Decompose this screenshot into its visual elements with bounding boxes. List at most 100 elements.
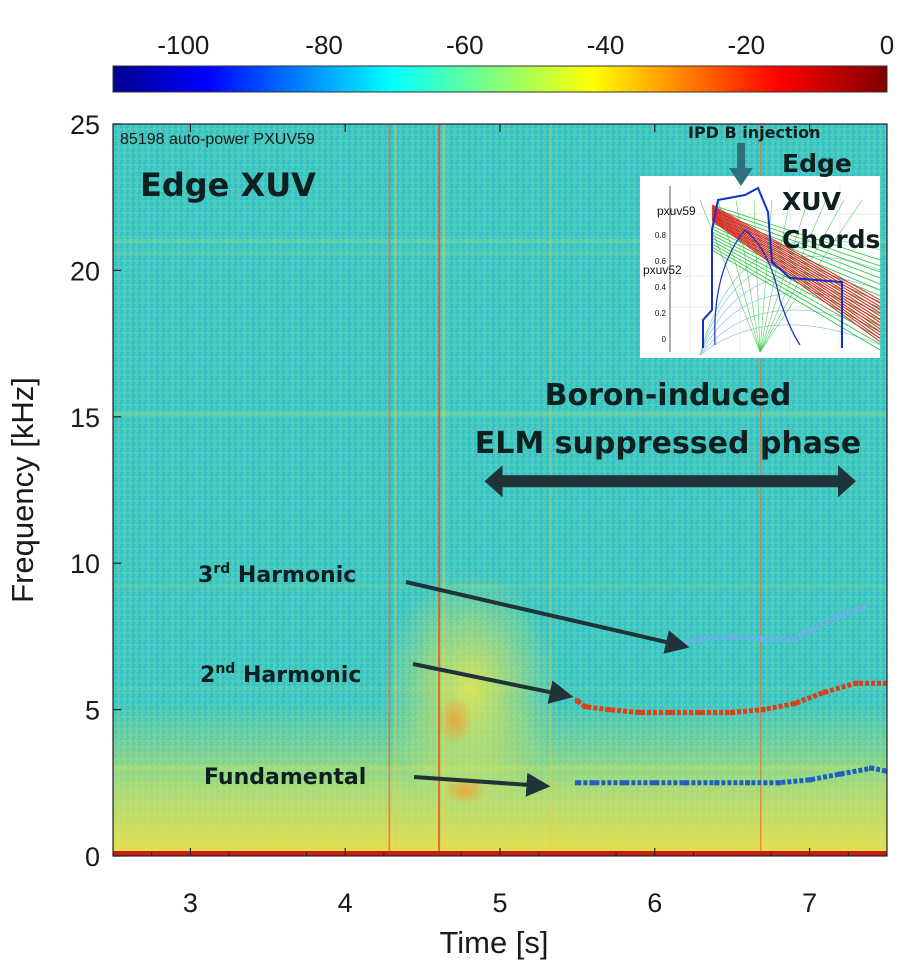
annotation-arrow <box>412 662 574 704</box>
phase-bar-shaft <box>498 475 843 488</box>
series-point <box>698 636 704 642</box>
inset-title-line2: XUV <box>782 187 842 216</box>
inset-y-tick-label: 0.6 <box>655 257 667 266</box>
x-tick-label: 4 <box>338 888 353 918</box>
inset-title-line1: Edge <box>782 149 852 178</box>
inset-chord-green <box>711 231 881 315</box>
inset-chord-red <box>711 214 881 327</box>
inset-chord-red <box>711 204 881 301</box>
colorbar-tick-labels: -100 -80 -60 -40 -20 0 <box>157 30 894 60</box>
x-axis-ticks: 3 4 5 6 7 <box>151 124 849 918</box>
series-point <box>807 628 813 634</box>
series-point <box>574 698 580 704</box>
y-tick-label: 25 <box>70 110 100 140</box>
inset-chord-green <box>711 207 881 267</box>
colorbar-tick-label: -40 <box>587 30 625 60</box>
series-point <box>791 701 797 707</box>
inset-chord-red <box>711 205 881 304</box>
inset-chord-fan <box>759 199 809 353</box>
series-point <box>760 707 766 713</box>
y-tick-label: 5 <box>85 696 100 726</box>
vertical-streak <box>549 124 552 856</box>
series-point <box>652 780 658 786</box>
inset-chord-fan <box>753 199 761 353</box>
series-point <box>745 780 751 786</box>
inset-vessel-wall <box>702 186 843 348</box>
vertical-streak <box>438 124 441 856</box>
inset-chord-fan <box>759 199 845 353</box>
series-point <box>791 636 797 642</box>
y-axis-ticks: 0 5 10 15 20 25 <box>70 110 121 872</box>
noise-band <box>113 411 887 416</box>
inset-title-line3: Chords <box>782 225 880 254</box>
series-point <box>760 636 766 642</box>
series-point <box>683 780 689 786</box>
plot-subtitle: 85198 auto-power PXUV59 <box>120 131 315 148</box>
x-tick-label: 5 <box>492 888 507 918</box>
phase-label-line1: Boron-induced <box>545 378 792 413</box>
x-axis-label: Time [s] <box>439 925 548 960</box>
vertical-streaks <box>388 124 762 856</box>
series-point <box>838 613 844 619</box>
series-point <box>605 707 611 713</box>
inset-injection-arrow <box>729 143 753 186</box>
series-point <box>861 604 867 610</box>
inset-chord-red <box>711 217 881 336</box>
vertical-streak <box>388 124 391 856</box>
inset-chord-fan <box>699 199 761 353</box>
series-line <box>575 680 887 715</box>
x-tick-label: 7 <box>802 888 817 918</box>
series-point <box>582 704 588 710</box>
y-tick-label: 0 <box>85 842 100 872</box>
inset-header: IPD B injection <box>688 123 821 142</box>
series-point <box>698 710 704 716</box>
colorbar-gradient <box>112 65 888 93</box>
inset-plasma-boundary <box>714 229 801 346</box>
series-point <box>621 780 627 786</box>
inset-chord-red <box>711 210 881 317</box>
x-tick-label: 3 <box>183 888 198 918</box>
inset-chord-fan <box>735 199 761 353</box>
series-point <box>574 780 580 786</box>
inset-y-ticks: 0.8 0.6 0.4 0.2 0 <box>655 231 667 344</box>
annotation-arrow <box>405 580 690 654</box>
annotation-arrow <box>413 772 551 797</box>
warm-region-2 <box>437 695 473 745</box>
annotation-arrows <box>405 580 690 797</box>
inset-y-tick-label: 0.4 <box>655 283 667 292</box>
inset-y-tick-label: 0 <box>662 335 667 344</box>
third-harmonic-label: 3rd Harmonic <box>198 561 356 588</box>
inset-label-pxuv52: pxuv52 <box>643 263 682 277</box>
vertical-streak <box>394 124 397 856</box>
series-line <box>685 604 865 645</box>
inset-chord-red <box>711 220 881 343</box>
series-point <box>838 771 844 777</box>
series-point <box>884 680 887 686</box>
series-point <box>729 710 735 716</box>
plot-title: Edge XUV <box>140 166 316 204</box>
colorbar-tick-label: -60 <box>446 30 484 60</box>
series-point <box>776 780 782 786</box>
series-point <box>714 780 720 786</box>
series-point <box>853 680 859 686</box>
phase-bar-right-head <box>838 465 857 498</box>
inset-chord-fan <box>759 199 827 353</box>
y-tick-label: 20 <box>70 256 100 286</box>
inset-chord-red <box>711 212 881 323</box>
phase-label-line2: ELM suppressed phase <box>475 426 861 461</box>
vertical-streak <box>760 124 762 856</box>
inset-chord-red <box>711 215 881 330</box>
noise-band <box>113 250 887 255</box>
series-point <box>822 689 828 695</box>
inset-chord-fan <box>717 199 761 353</box>
series-point <box>636 710 642 716</box>
inset-chord-green <box>711 249 881 351</box>
inset-y-tick-label: 0.2 <box>655 309 667 318</box>
series-point <box>729 633 735 639</box>
harmonic-series <box>574 604 887 786</box>
warm-region <box>380 570 560 810</box>
series-point <box>590 780 596 786</box>
inset-chord-fan <box>759 199 791 353</box>
phase-bar-left-head <box>484 465 503 498</box>
fundamental-label: Fundamental <box>204 765 366 790</box>
